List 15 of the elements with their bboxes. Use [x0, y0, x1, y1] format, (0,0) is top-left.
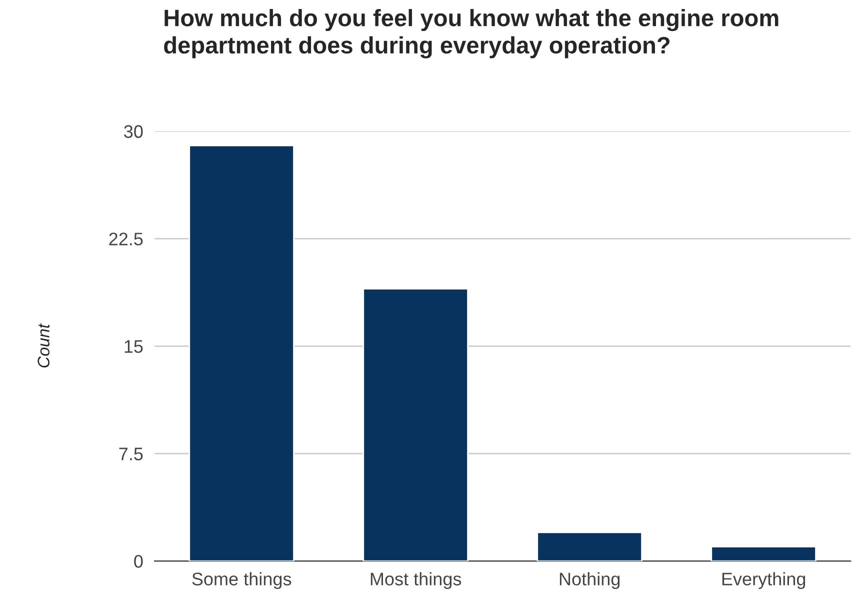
x-tick-label: Most things: [370, 572, 462, 590]
y-tick-label: 15: [124, 340, 143, 353]
y-tick-label: 7.5: [119, 448, 143, 460]
y-tick-label: 22.5: [109, 232, 143, 246]
x-tick-label: Everything: [722, 572, 806, 590]
y-tick-label: 0: [134, 555, 143, 568]
x-tick-label: Nothing: [560, 572, 620, 590]
bar: [188, 144, 294, 562]
bar: [536, 532, 642, 562]
y-tick-label: 30: [124, 125, 143, 138]
bar: [710, 546, 816, 562]
x-tick-label: Some things: [192, 572, 292, 590]
bar: [362, 288, 468, 562]
y-axis-title: Count: [38, 323, 50, 368]
chart-title: How much do you feel you know what the engine room department does during everyday operation?: [164, 9, 778, 58]
